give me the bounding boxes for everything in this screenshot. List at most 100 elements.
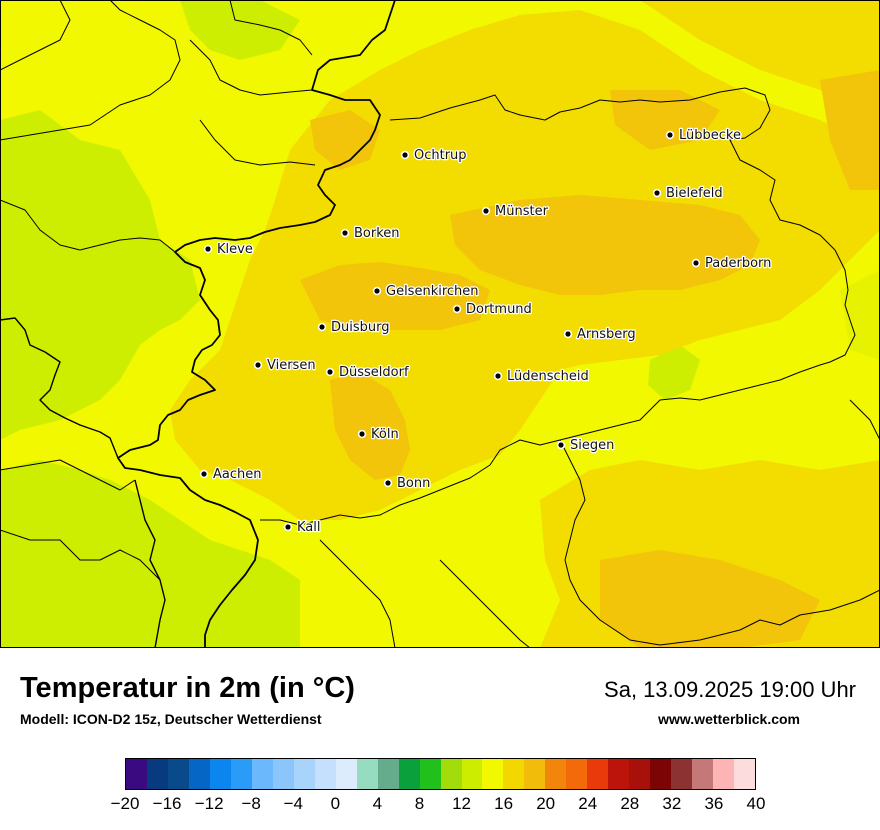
colorbar-tick-label: 36 — [704, 794, 724, 813]
map-footer: Temperatur in 2m (in °C) Modell: ICON-D2… — [0, 648, 880, 830]
city-marker — [385, 480, 391, 486]
forecast-datetime: Sa, 13.09.2025 19:00 Uhr — [604, 677, 856, 702]
colorbar-segment — [126, 759, 147, 789]
city-siegen: Siegen — [556, 437, 616, 454]
colorbar-segment — [377, 759, 399, 789]
colorbar-segment — [692, 759, 714, 789]
colorbar-tick-label: 20 — [536, 794, 556, 813]
city-label: Kleve — [217, 242, 253, 257]
city-köln: Köln — [357, 426, 400, 443]
city-markers: Ochtrup Lübbecke Bielefeld Münster Borken Kle… — [199, 127, 773, 536]
colorbar-segment — [146, 759, 168, 789]
city-marker — [693, 260, 699, 266]
colorbar-segment — [398, 759, 420, 789]
colorbar-segment — [230, 759, 252, 789]
colorbar-segment — [608, 759, 630, 789]
city-kall: Kall — [283, 519, 322, 536]
temperature-colorbar — [125, 758, 756, 790]
colorbar-segment — [650, 759, 672, 789]
colorbar-tick-label: 12 — [452, 794, 471, 813]
city-label: Siegen — [570, 438, 614, 453]
model-info: Modell: ICON-D2 15z, Deutscher Wetterdie… — [20, 711, 322, 727]
city-gelsenkirchen: Gelsenkirchen — [372, 283, 480, 300]
city-label: Köln — [371, 427, 399, 442]
colorbar-segment — [524, 759, 546, 789]
city-marker — [454, 306, 460, 312]
city-label: Lübbecke — [679, 128, 741, 143]
city-label: Viersen — [267, 358, 316, 373]
city-marker — [205, 246, 211, 252]
city-arnsberg: Arnsberg — [563, 326, 637, 343]
colorbar-ticks: −20 −16 −12 −8 −4 0 4 8 12 16 20 24 28 32 36 40 — [111, 794, 766, 818]
colorbar-tick-label: 4 — [372, 794, 383, 813]
colorbar-segment — [440, 759, 462, 789]
colorbar-tick-label: 28 — [620, 794, 640, 813]
city-marker — [342, 230, 348, 236]
colorbar-segment — [272, 759, 294, 789]
colorbar-segment — [566, 759, 588, 789]
city-label: Düsseldorf — [339, 365, 409, 380]
colorbar-tick-label: −16 — [152, 794, 182, 813]
colorbar-tick-label: 32 — [662, 794, 682, 813]
colorbar-segment — [461, 759, 483, 789]
website-link[interactable]: www.wetterblick.com — [658, 711, 800, 727]
colorbar-segment — [713, 759, 735, 789]
city-marker — [285, 524, 291, 530]
colorbar-segment — [587, 759, 609, 789]
city-borken: Borken — [340, 225, 401, 242]
colorbar-segment — [419, 759, 441, 789]
colorbar-segment — [188, 759, 210, 789]
city-paderborn: Paderborn — [691, 255, 773, 272]
colorbar-segment — [545, 759, 567, 789]
colorbar-segment — [629, 759, 651, 789]
colorbar-tick-label: −12 — [194, 794, 224, 813]
city-viersen: Viersen — [253, 357, 317, 374]
city-label: Kall — [297, 520, 321, 535]
city-marker — [255, 362, 261, 368]
city-marker — [565, 331, 571, 337]
city-dortmund: Dortmund — [452, 301, 533, 318]
colorbar-tick-label: 24 — [578, 794, 598, 813]
region-borders — [0, 0, 880, 648]
colorbar-segment — [503, 759, 525, 789]
colorbar-segment — [335, 759, 357, 789]
city-label: Aachen — [213, 467, 261, 482]
city-marker — [558, 442, 564, 448]
city-münster: Münster — [481, 203, 550, 220]
colorbar-tick-label: −4 — [283, 794, 303, 813]
city-duisburg: Duisburg — [317, 319, 391, 336]
colorbar-segment — [251, 759, 273, 789]
colorbar-tick-label: 40 — [746, 794, 766, 813]
city-marker — [201, 471, 207, 477]
city-label: Ochtrup — [414, 148, 467, 163]
map-title: Temperatur in 2m (in °C) — [20, 672, 355, 704]
city-label: Paderborn — [705, 256, 771, 271]
colorbar-segment — [356, 759, 378, 789]
city-label: Dortmund — [466, 302, 532, 317]
city-label: Lüdenscheid — [507, 369, 589, 384]
city-bonn: Bonn — [383, 475, 432, 492]
city-marker — [483, 208, 489, 214]
colorbar-tick-label: 8 — [414, 794, 425, 813]
city-label: Arnsberg — [577, 327, 636, 342]
city-label: Münster — [495, 204, 549, 219]
city-label: Duisburg — [331, 320, 390, 335]
city-label: Gelsenkirchen — [386, 284, 479, 299]
city-label: Bielefeld — [666, 186, 723, 201]
colorbar-tick-label: −8 — [241, 794, 261, 813]
city-marker — [667, 132, 673, 138]
city-ochtrup: Ochtrup — [400, 147, 468, 164]
city-marker — [402, 152, 408, 158]
colorbar-segment — [293, 759, 315, 789]
colorbar-segment — [167, 759, 189, 789]
city-aachen: Aachen — [199, 466, 263, 483]
city-label: Bonn — [397, 476, 430, 491]
city-lübbecke: Lübbecke — [665, 127, 742, 144]
colorbar-segment — [482, 759, 504, 789]
temperature-map[interactable]: Ochtrup Lübbecke Bielefeld Münster Borken Kle… — [0, 0, 880, 648]
city-marker — [654, 190, 660, 196]
colorbar-tick-label: 0 — [330, 794, 341, 813]
city-marker — [374, 288, 380, 294]
colorbar-segment — [314, 759, 336, 789]
city-lüdenscheid: Lüdenscheid — [493, 368, 590, 385]
